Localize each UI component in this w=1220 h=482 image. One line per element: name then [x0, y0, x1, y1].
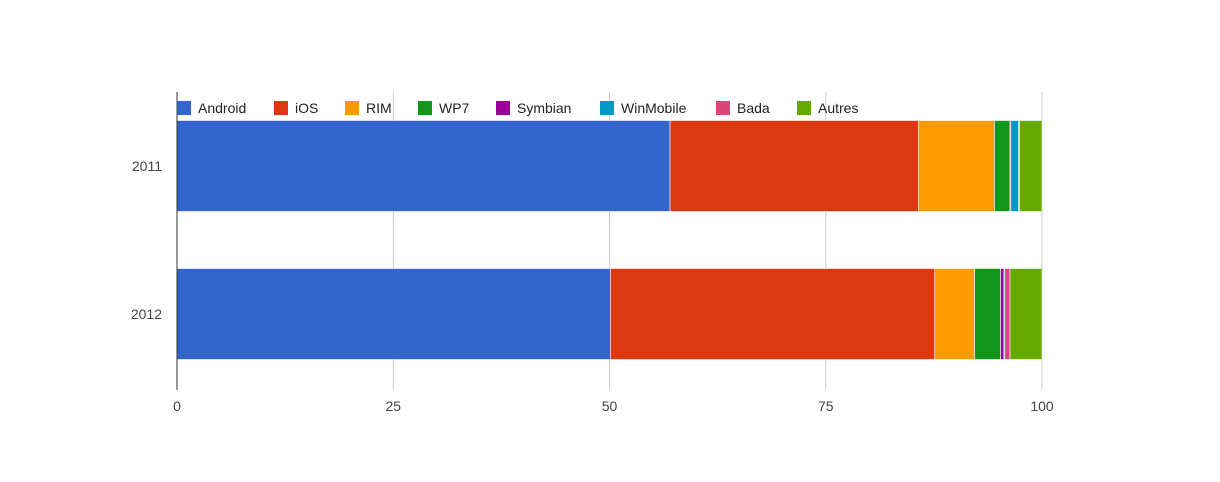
legend-label: Android: [198, 100, 246, 116]
bar-segment-autres-2012: [1009, 268, 1043, 360]
bar-segment-wp7-2012: [974, 268, 1001, 360]
legend-swatch: [418, 101, 432, 115]
legend-label: Bada: [737, 100, 770, 116]
legend-item-android: Android: [177, 100, 246, 116]
legend-label: Symbian: [517, 100, 571, 116]
legend-item-autres: Autres: [797, 100, 858, 116]
legend-swatch: [496, 101, 510, 115]
bar-segment-wp7-2011: [994, 120, 1011, 212]
legend-item-ios: iOS: [274, 100, 318, 116]
legend-label: WP7: [439, 100, 470, 116]
legend-swatch: [274, 101, 288, 115]
x-tick-label: 75: [818, 398, 834, 414]
legend-item-wp7: WP7: [418, 100, 470, 116]
legend-label: WinMobile: [621, 100, 687, 116]
legend: Android iOS RIM WP7 Symbian WinMobile Bada Autr…: [177, 100, 858, 116]
bar-segment-winmobile-2011: [1010, 120, 1019, 212]
bar-segment-bada-2012: [1004, 268, 1011, 360]
legend-item-winmobile: WinMobile: [600, 100, 687, 116]
bars: [176, 120, 1043, 360]
bar-segment-android-2011: [176, 120, 671, 212]
legend-swatch: [716, 101, 730, 115]
bar-segment-android-2012: [176, 268, 611, 360]
legend-item-symbian: Symbian: [496, 100, 571, 116]
legend-swatch: [600, 101, 614, 115]
legend-item-bada: Bada: [716, 100, 770, 116]
legend-swatch: [177, 101, 191, 115]
y-category-label: 2011: [132, 158, 162, 174]
y-category-label: 2012: [131, 306, 162, 322]
bar-segment-autres-2011: [1019, 120, 1043, 212]
bar-segment-ios-2011: [669, 120, 919, 212]
axes: 0 25 50 75 100 2011 2012: [131, 92, 1054, 414]
legend-swatch: [345, 101, 359, 115]
legend-swatch: [797, 101, 811, 115]
x-tick-label: 100: [1030, 398, 1054, 414]
bar-segment-symbian-2012: [1000, 268, 1005, 360]
x-tick-label: 25: [385, 398, 401, 414]
bar-segment-ios-2012: [610, 268, 936, 360]
legend-label: RIM: [366, 100, 392, 116]
bar-segment-rim-2012: [934, 268, 975, 360]
x-tick-label: 50: [602, 398, 618, 414]
legend-label: Autres: [818, 100, 858, 116]
legend-label: iOS: [295, 100, 318, 116]
bar-segment-rim-2011: [918, 120, 995, 212]
x-tick-label: 0: [173, 398, 181, 414]
legend-item-rim: RIM: [345, 100, 392, 116]
